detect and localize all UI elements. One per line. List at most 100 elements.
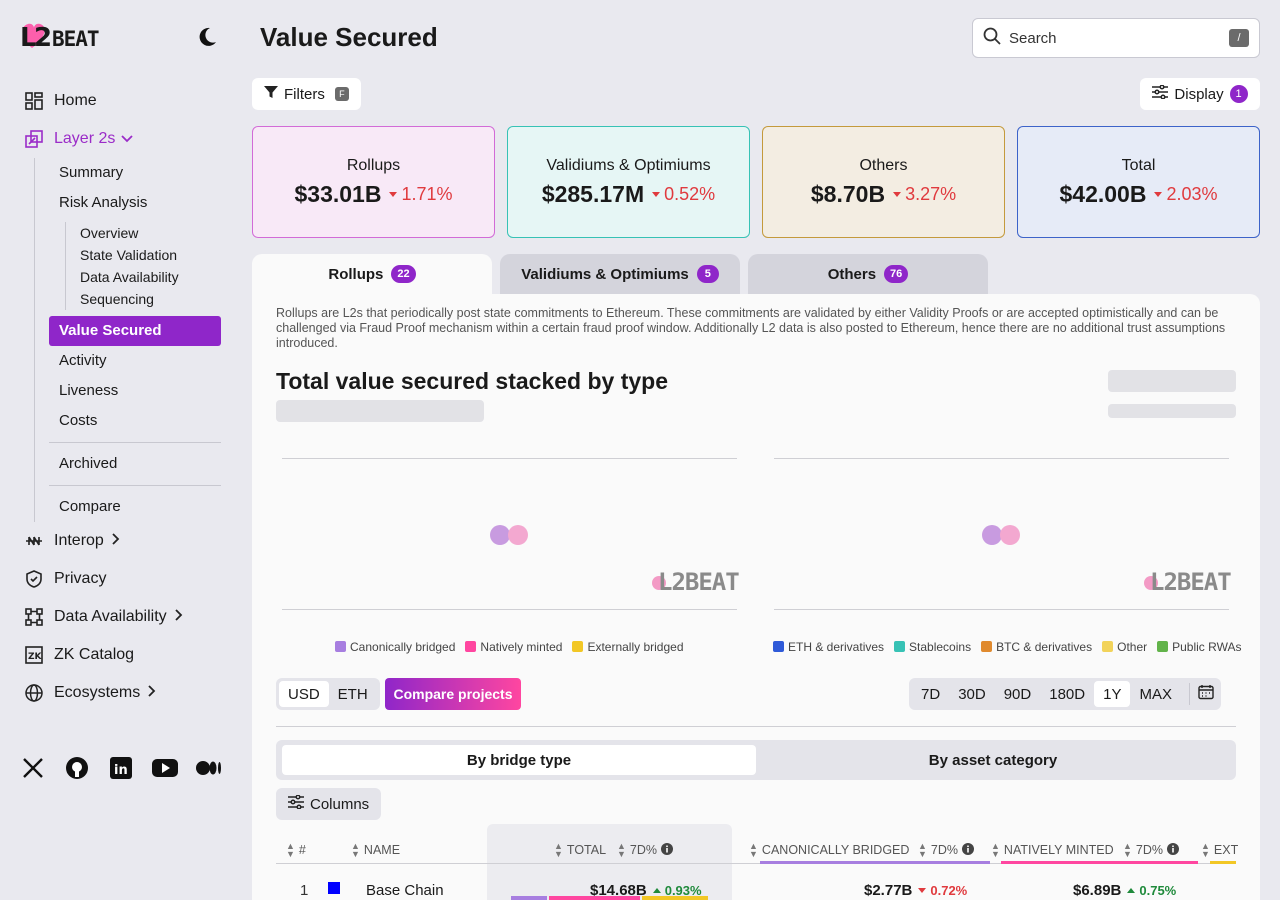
col-canonical-7d-header[interactable]: ▲ ▼ 7D% bbox=[918, 842, 975, 859]
tab-others[interactable]: Others 76 bbox=[748, 254, 988, 294]
info-icon[interactable] bbox=[962, 842, 975, 858]
chevron-right-icon bbox=[148, 684, 156, 702]
range-max-button[interactable]: MAX bbox=[1139, 685, 1172, 703]
col-native-header[interactable]: ▲ ▼ NATIVELY MINTED bbox=[991, 842, 1114, 859]
display-button[interactable]: Display 1 bbox=[1140, 78, 1260, 110]
range-180d-button[interactable]: 180D bbox=[1049, 685, 1086, 703]
unit-usd-button[interactable]: USD bbox=[279, 681, 329, 707]
nav-risk-overview[interactable]: Overview bbox=[80, 225, 139, 241]
col-native-7d-header[interactable]: ▲ ▼ 7D% bbox=[1123, 842, 1180, 859]
nav-risk-analysis[interactable]: Risk Analysis bbox=[59, 194, 148, 211]
calendar-button[interactable] bbox=[1198, 681, 1218, 707]
col-rank-header[interactable]: ▲ ▼ # bbox=[286, 841, 306, 859]
watermark-text: L2BEAT bbox=[1150, 568, 1232, 596]
card-change: 1.71% bbox=[389, 184, 453, 205]
search-box[interactable]: / bbox=[972, 18, 1260, 58]
card-total[interactable]: Total $42.00B 2.03% bbox=[1017, 126, 1260, 238]
nav-interop-label: Interop bbox=[54, 532, 104, 549]
compare-projects-button[interactable]: Compare projects bbox=[385, 678, 521, 710]
col-total-7d-header[interactable]: ▲ ▼ 7D% bbox=[617, 842, 674, 859]
row-canonical-value: $2.77B 0.72% bbox=[864, 882, 967, 899]
search-input[interactable] bbox=[1009, 29, 1229, 47]
legend-item: Stablecoins bbox=[894, 640, 971, 654]
linkedin-icon[interactable]: in bbox=[108, 756, 134, 780]
nav-privacy[interactable]: Privacy bbox=[24, 560, 224, 598]
nav-zk-catalog[interactable]: ZK ZK Catalog bbox=[24, 636, 224, 674]
card-validiums-optimiums[interactable]: Validiums & Optimiums $285.17M 0.52% bbox=[507, 126, 750, 238]
legend-swatch bbox=[894, 641, 906, 652]
card-change-value: 0.52% bbox=[664, 183, 716, 204]
dark-mode-toggle-icon[interactable] bbox=[196, 26, 218, 48]
col-total-header[interactable]: ▲ ▼ TOTAL bbox=[554, 842, 606, 859]
info-icon[interactable] bbox=[661, 842, 674, 858]
range-7d-button[interactable]: 7D bbox=[921, 685, 941, 703]
range-1y-button[interactable]: 1Y bbox=[1094, 681, 1131, 707]
card-change: 3.27% bbox=[893, 184, 956, 205]
range-30d-button[interactable]: 30D bbox=[958, 685, 986, 703]
zk-catalog-icon: ZK bbox=[24, 645, 44, 665]
card-value: $33.01B bbox=[294, 180, 382, 207]
col-name-header[interactable]: ▲ ▼ NAME bbox=[351, 842, 400, 859]
loading-skeleton bbox=[1108, 404, 1236, 418]
nav-value-secured[interactable]: Value Secured bbox=[49, 316, 221, 346]
nav-archived[interactable]: Archived bbox=[59, 455, 118, 472]
native-column-underline bbox=[1001, 861, 1198, 864]
search-shortcut-badge: / bbox=[1229, 29, 1249, 47]
loading-skeleton bbox=[276, 400, 484, 422]
range-90d-button[interactable]: 90D bbox=[1003, 685, 1032, 703]
nav-home[interactable]: Home bbox=[24, 82, 224, 120]
by-bridge-type-tab[interactable]: By bridge type bbox=[282, 745, 756, 775]
info-icon[interactable] bbox=[1167, 842, 1180, 858]
legend-label: Natively minted bbox=[480, 640, 563, 654]
nav-ecosystems[interactable]: Ecosystems bbox=[24, 674, 224, 712]
tab-validiums-optimiums[interactable]: Validiums & Optimiums 5 bbox=[500, 254, 740, 294]
tab-rollups[interactable]: Rollups 22 bbox=[252, 254, 492, 294]
columns-button[interactable]: Columns bbox=[276, 788, 382, 820]
filters-label: Filters bbox=[284, 85, 325, 103]
nav-compare[interactable]: Compare bbox=[59, 498, 121, 515]
nav-layer2s[interactable]: Layer 2s bbox=[24, 120, 224, 158]
youtube-icon[interactable] bbox=[152, 756, 178, 780]
nav-risk-data-availability[interactable]: Data Availability bbox=[80, 269, 179, 285]
card-rollups[interactable]: Rollups $33.01B 1.71% bbox=[252, 126, 495, 238]
change-value: 0.75% bbox=[1139, 883, 1177, 898]
card-others[interactable]: Others $8.70B 3.27% bbox=[762, 126, 1005, 238]
github-icon[interactable] bbox=[64, 756, 90, 780]
nav-interop[interactable]: Interop bbox=[24, 522, 224, 560]
row-project-name[interactable]: Base Chain bbox=[366, 882, 444, 899]
col-header-label: CANONICALLY BRIDGED bbox=[761, 843, 910, 857]
legend-label: Externally bridged bbox=[587, 640, 684, 654]
time-range-selector: 7D 30D 90D 180D 1Y MAX bbox=[909, 678, 1221, 710]
nav-liveness[interactable]: Liveness bbox=[59, 382, 119, 399]
nav-data-availability[interactable]: Data Availability bbox=[24, 598, 224, 636]
x-icon[interactable] bbox=[20, 756, 46, 780]
col-canonical-header[interactable]: ▲ ▼ CANONICALLY BRIDGED bbox=[749, 842, 910, 859]
table-row[interactable]: 1 Base Chain $14.68B 0.93% $2.77B 0.72% … bbox=[276, 874, 1236, 900]
filters-button[interactable]: Filters F bbox=[252, 78, 361, 110]
nav-zk-catalog-label: ZK Catalog bbox=[54, 646, 135, 663]
unit-eth-button[interactable]: ETH bbox=[337, 685, 368, 703]
nav-risk-sequencing[interactable]: Sequencing bbox=[80, 291, 154, 307]
nav-costs[interactable]: Costs bbox=[59, 412, 98, 429]
col-external-header[interactable]: ▲ ▼ EXT bbox=[1201, 842, 1238, 859]
nav-summary[interactable]: Summary bbox=[59, 164, 124, 181]
interop-icon bbox=[24, 531, 44, 551]
legend-label: Stablecoins bbox=[909, 640, 972, 654]
by-asset-category-tab[interactable]: By asset category bbox=[928, 751, 1058, 769]
loading-dot bbox=[508, 525, 528, 545]
page-title: Value Secured bbox=[260, 22, 438, 52]
sort-icon: ▲ ▼ bbox=[286, 841, 295, 859]
svg-text:ZK: ZK bbox=[28, 652, 43, 662]
medium-icon[interactable] bbox=[196, 756, 222, 780]
shield-icon bbox=[24, 569, 44, 589]
tab-count-badge: 22 bbox=[391, 265, 416, 283]
nav-activity[interactable]: Activity bbox=[59, 352, 107, 369]
chevron-right-icon bbox=[175, 608, 183, 626]
row-total-value: $14.68B 0.93% bbox=[590, 882, 702, 899]
l2beat-logo[interactable]: L 2 BEAT bbox=[20, 18, 100, 52]
card-label: Total bbox=[1121, 156, 1156, 174]
total-value: $14.68B bbox=[590, 882, 647, 899]
legend-swatch bbox=[1157, 641, 1169, 652]
nav-risk-state-validation[interactable]: State Validation bbox=[80, 247, 178, 263]
col-header-label: 7D% bbox=[629, 843, 658, 857]
